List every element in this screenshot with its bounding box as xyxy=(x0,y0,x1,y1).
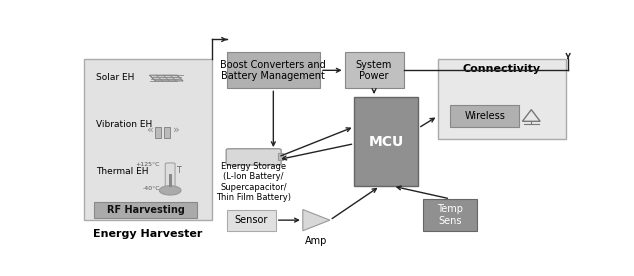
Text: System
Power: System Power xyxy=(356,60,392,81)
Polygon shape xyxy=(150,75,183,81)
Text: -40°C: -40°C xyxy=(143,186,160,191)
FancyBboxPatch shape xyxy=(94,202,197,218)
FancyBboxPatch shape xyxy=(169,174,172,187)
Text: +125°C: +125°C xyxy=(136,162,160,167)
Text: Amp: Amp xyxy=(305,236,328,246)
FancyBboxPatch shape xyxy=(278,153,283,160)
Text: Vibration EH: Vibration EH xyxy=(96,120,153,129)
FancyBboxPatch shape xyxy=(164,127,170,138)
Text: Energy Harvester: Energy Harvester xyxy=(93,229,203,239)
FancyBboxPatch shape xyxy=(227,52,320,88)
Text: Temp
Sens: Temp Sens xyxy=(437,204,463,225)
FancyBboxPatch shape xyxy=(84,59,212,220)
Text: Thermal EH: Thermal EH xyxy=(96,167,149,176)
FancyBboxPatch shape xyxy=(226,149,281,165)
Text: Energy Storage
(L-Ion Battery/
Supercapacitor/
Thin Film Battery): Energy Storage (L-Ion Battery/ Supercapa… xyxy=(216,162,291,202)
FancyBboxPatch shape xyxy=(227,209,276,231)
FancyBboxPatch shape xyxy=(354,97,418,186)
FancyBboxPatch shape xyxy=(165,163,175,188)
Text: «: « xyxy=(146,125,153,135)
Text: Connectivity: Connectivity xyxy=(463,64,541,74)
Text: Sensor: Sensor xyxy=(235,215,268,225)
FancyBboxPatch shape xyxy=(155,127,161,138)
Polygon shape xyxy=(303,209,330,231)
Text: MCU: MCU xyxy=(369,134,404,148)
FancyBboxPatch shape xyxy=(450,105,519,127)
Text: T: T xyxy=(177,166,181,175)
Text: Solar EH: Solar EH xyxy=(96,73,135,82)
Text: Wireless: Wireless xyxy=(464,111,505,121)
Text: »: » xyxy=(172,125,179,135)
FancyBboxPatch shape xyxy=(424,199,477,231)
FancyBboxPatch shape xyxy=(438,59,566,139)
Text: RF Harvesting: RF Harvesting xyxy=(107,205,184,215)
FancyBboxPatch shape xyxy=(345,52,404,88)
Text: Boost Converters and
Battery Management: Boost Converters and Battery Management xyxy=(221,60,327,81)
Circle shape xyxy=(159,186,181,195)
